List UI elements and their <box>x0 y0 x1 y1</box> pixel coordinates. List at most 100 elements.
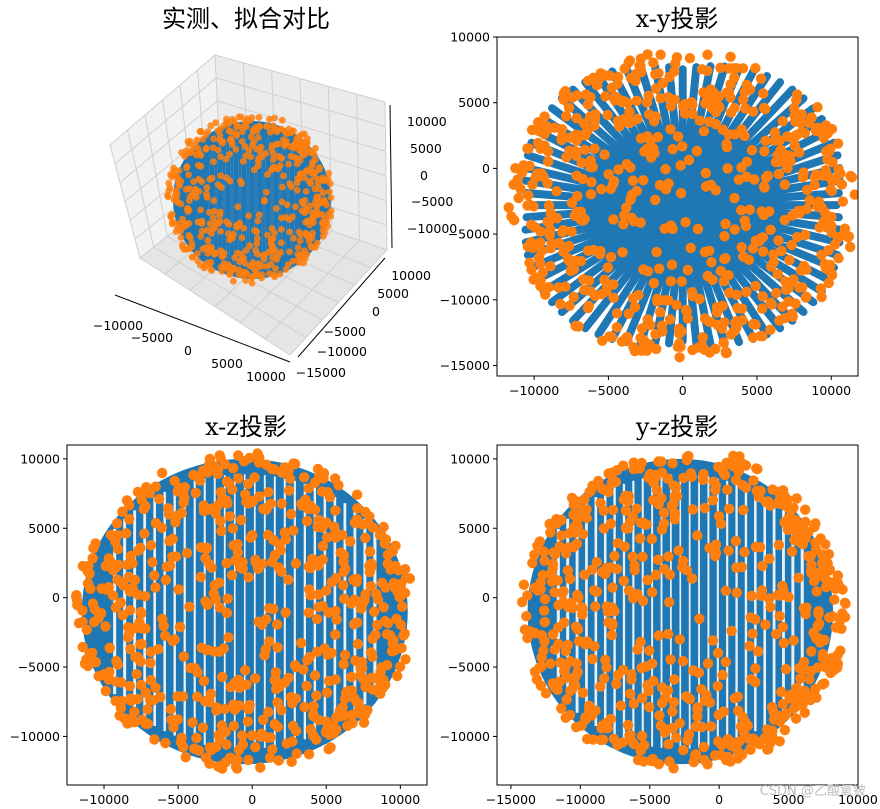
xz-measured-point <box>111 518 123 529</box>
xy-measured-point <box>750 280 761 292</box>
xy-measured-point <box>731 316 742 327</box>
xz-measured-point <box>122 622 134 633</box>
xy-measured-point <box>510 163 521 174</box>
xy-measured-point <box>619 63 630 74</box>
xz-measured-point <box>346 671 357 683</box>
xz-measured-point <box>124 514 135 525</box>
xz-measured-point <box>347 718 358 729</box>
xy-measured-point <box>626 116 637 127</box>
yz-measured-point <box>669 514 680 525</box>
yz-measured-point <box>612 739 623 751</box>
yz-measured-point <box>637 693 648 704</box>
3d-measured-point <box>313 193 321 201</box>
xy-measured-point <box>602 109 613 121</box>
yz-measured-point <box>628 738 640 750</box>
xy-measured-point <box>545 243 556 254</box>
xz-measured-point <box>317 540 329 552</box>
yz-measured-point <box>666 500 678 511</box>
3d-measured-point <box>242 277 250 284</box>
xz-measured-point <box>173 584 184 595</box>
yz-measured-point <box>746 590 757 602</box>
xy-measured-point <box>707 274 718 285</box>
3d-measured-point <box>278 226 285 233</box>
yz-measured-point <box>757 560 768 572</box>
xz-measured-point <box>111 655 122 667</box>
xy-measured-point <box>743 254 755 265</box>
xz-measured-point <box>302 655 313 666</box>
3d-measured-series <box>164 113 335 287</box>
3d-measured-point <box>189 190 196 198</box>
xz-measured-point <box>269 719 280 730</box>
yz-measured-point <box>590 601 601 612</box>
xy-measured-point <box>768 256 779 268</box>
xz-x-tick-label: −10000 <box>79 792 129 807</box>
3d-measured-point <box>261 196 268 204</box>
xy-measured-point <box>747 106 759 117</box>
yz-measured-point <box>687 504 698 515</box>
yz-measured-point <box>522 632 533 644</box>
xy-measured-point <box>758 246 769 257</box>
3d-measured-point <box>223 118 231 126</box>
xy-measured-point <box>720 218 731 230</box>
xy-measured-point <box>737 94 749 105</box>
yz-measured-point <box>750 663 761 674</box>
xz-measured-point <box>279 462 290 473</box>
3d-y-tick-label: −10000 <box>317 344 367 359</box>
yz-measured-point <box>579 569 590 580</box>
xz-measured-point <box>378 674 389 685</box>
xy-measured-point <box>710 343 721 355</box>
xz-measured-point <box>333 480 344 491</box>
xz-measured-point <box>272 619 283 630</box>
yz-measured-point <box>668 697 680 708</box>
xz-measured-point <box>272 642 283 653</box>
3d-measured-point <box>327 194 335 202</box>
3d-x-tick-label: 10000 <box>246 369 286 384</box>
xy-measured-point <box>653 263 665 274</box>
3d-measured-point <box>242 119 249 126</box>
xz-measured-point <box>309 477 321 488</box>
xy-measured-point <box>646 152 657 163</box>
yz-measured-point <box>601 662 612 673</box>
3d-measured-point <box>168 220 176 228</box>
yz-measured-point <box>731 744 743 755</box>
yz-measured-point <box>535 680 547 691</box>
3d-measured-point <box>204 236 212 244</box>
yz-measured-point <box>580 712 591 723</box>
xy-measured-point <box>725 79 736 90</box>
3d-measured-point <box>303 138 311 146</box>
3d-measured-point <box>290 234 297 242</box>
3d-measured-point <box>172 228 180 235</box>
xz-measured-point <box>129 706 140 717</box>
xz-measured-point <box>291 748 302 759</box>
yz-measured-point <box>799 707 810 718</box>
xz-measured-point <box>378 602 389 613</box>
xy-measured-point <box>650 83 662 94</box>
yz-measured-point <box>547 629 559 640</box>
xy-measured-point <box>542 124 554 135</box>
xy-measured-point <box>791 129 803 141</box>
yz-measured-point <box>667 706 678 717</box>
xz-measured-point <box>275 544 286 556</box>
yz-measured-point <box>576 504 588 515</box>
xy-measured-point <box>527 242 538 253</box>
xz-measured-point <box>255 762 266 773</box>
yz-measured-point <box>814 618 825 629</box>
yz-measured-point <box>745 744 756 755</box>
xz-measured-point <box>273 755 284 766</box>
3d-measured-point <box>189 253 196 261</box>
xz-measured-point <box>145 675 157 686</box>
yz-measured-point <box>791 493 802 504</box>
xy-measured-point <box>535 280 546 292</box>
xy-measured-point <box>789 140 800 151</box>
yz-measured-point <box>708 476 719 487</box>
yz-measured-point <box>709 750 721 761</box>
xz-measured-point <box>338 580 349 591</box>
yz-measured-point <box>778 637 789 649</box>
xz-measured-point <box>205 688 216 700</box>
xz-measured-point <box>168 722 179 733</box>
3d-measured-point <box>241 143 249 151</box>
yz-measured-point <box>760 619 771 630</box>
xz-measured-point <box>141 482 152 493</box>
xz-measured-point <box>324 729 335 740</box>
